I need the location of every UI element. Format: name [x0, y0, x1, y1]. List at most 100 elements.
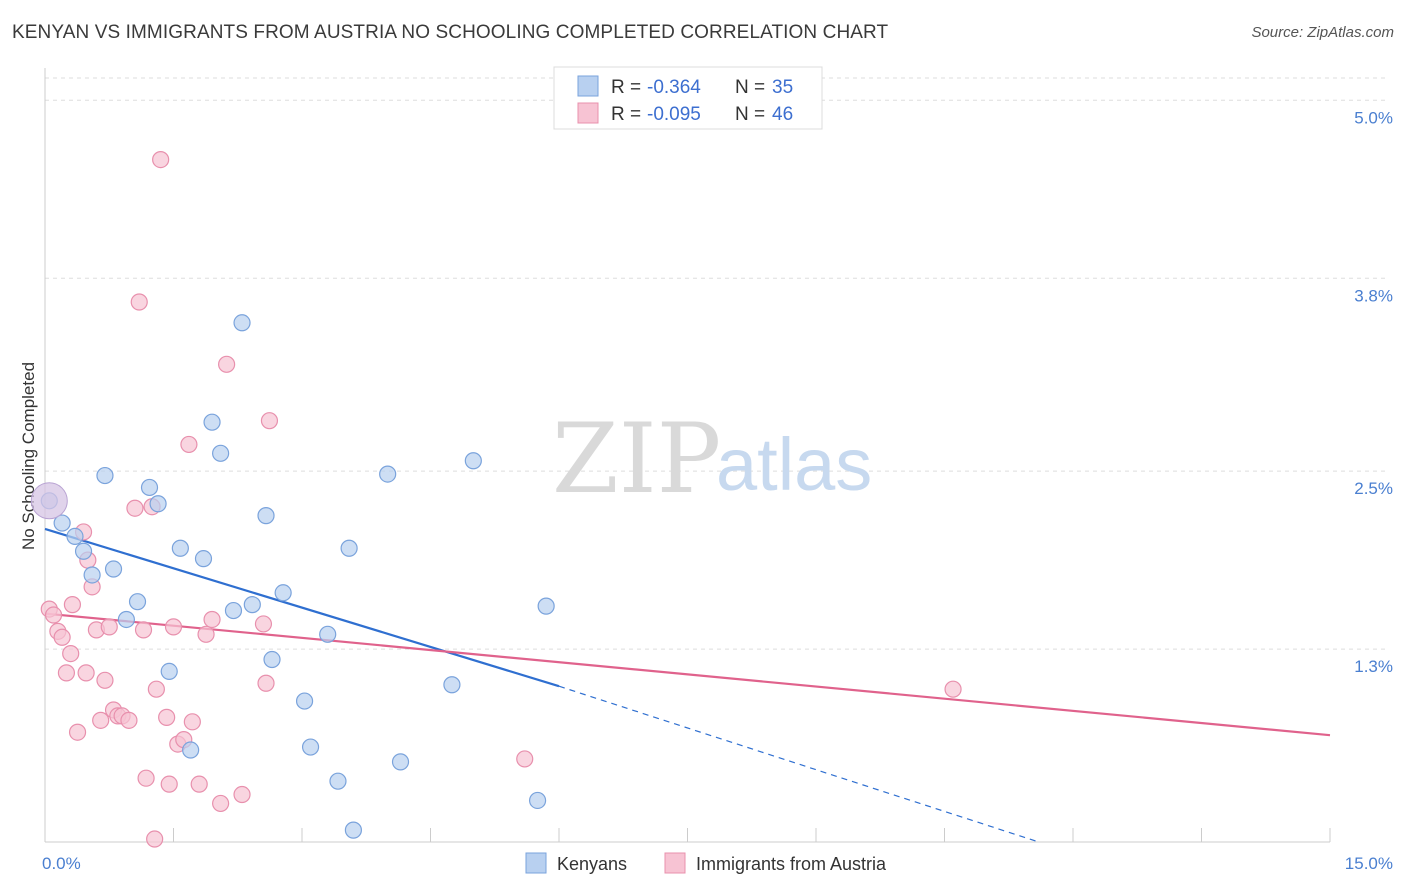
grid: [45, 77, 1385, 650]
x-tick-label-0: 0.0%: [42, 854, 81, 873]
point-kenyans-14: [194, 550, 213, 568]
point-austria-9: [77, 664, 95, 682]
point-kenyans-30: [391, 753, 410, 771]
y-tick-label-3: 5.0%: [1354, 108, 1393, 127]
point-kenyans-7: [117, 610, 135, 629]
point-kenyans-12: [171, 539, 189, 557]
legend-swatch-kenyans: [577, 75, 599, 97]
point-kenyans-16: [212, 444, 230, 462]
legend-n-value-austria: 46: [772, 104, 793, 125]
axes: [44, 68, 1331, 843]
watermark-atlas: atlas: [716, 423, 872, 506]
point-austria-13: [92, 711, 110, 729]
point-austria-3: [53, 628, 71, 646]
point-kenyans-29: [379, 465, 397, 483]
point-austria-25: [147, 680, 165, 698]
point-austria-23: [137, 769, 155, 787]
point-kenyans-27: [344, 821, 362, 839]
point-kenyans-28: [340, 539, 358, 557]
legend-bottom-swatch-kenyans: [525, 852, 547, 874]
legend-r-label-kenyans: R =: [611, 77, 641, 98]
point-austria-37: [212, 794, 230, 813]
x-tick-label-1: 15.0%: [1345, 854, 1393, 873]
point-austria-42: [260, 412, 279, 430]
legend-r-value-austria: -0.095: [647, 104, 701, 125]
point-kenyans-3: [74, 542, 93, 560]
point-austria-20: [126, 499, 144, 517]
legend-r-label-austria: R =: [611, 104, 641, 125]
point-austria-27: [158, 708, 176, 726]
point-kenyans-24: [301, 738, 320, 756]
legend-n-value-kenyans: 35: [772, 77, 793, 98]
point-austria-4: [57, 664, 76, 682]
point-austria-14: [96, 671, 114, 689]
legend-n-label-austria: N =: [735, 104, 765, 125]
point-austria-43: [516, 750, 534, 768]
point-kenyans-2: [66, 527, 84, 546]
point-kenyans-21: [263, 650, 281, 669]
watermark-zip: ZIP: [552, 403, 721, 515]
legend-bottom-label-kenyans: Kenyans: [557, 854, 627, 874]
point-kenyans-9: [140, 478, 159, 497]
point-kenyans-15: [203, 413, 221, 431]
point-cluster-large: [30, 482, 68, 520]
point-kenyans-33: [528, 791, 547, 810]
point-kenyans-31: [443, 676, 461, 694]
point-austria-21: [130, 293, 148, 311]
point-kenyans-1: [53, 514, 71, 532]
x-tick-labels: 0.0% 15.0%: [42, 854, 1393, 873]
point-kenyans-23: [295, 692, 314, 710]
point-austria-26: [152, 150, 170, 169]
legend-bottom-label-austria: Immigrants from Austria: [696, 854, 887, 874]
y-tick-label-1: 2.5%: [1354, 479, 1393, 498]
point-kenyans-4: [83, 566, 101, 584]
point-austria-22: [134, 621, 153, 639]
point-kenyans-18: [233, 314, 251, 332]
point-austria-7: [68, 723, 87, 741]
y-tick-label-2: 3.8%: [1354, 286, 1393, 305]
point-kenyans-19: [243, 596, 261, 614]
chart-title: KENYAN VS IMMIGRANTS FROM AUSTRIA NO SCH…: [12, 22, 889, 43]
point-austria-39: [233, 785, 251, 804]
point-austria-44: [944, 680, 962, 698]
point-austria-36: [203, 610, 221, 629]
trend-lines: [44, 527, 1331, 843]
point-kenyans-11: [160, 662, 178, 680]
source-credit: Source: ZipAtlas.com: [1251, 24, 1394, 41]
legend-r-value-kenyans: -0.364: [647, 77, 701, 98]
point-kenyans-34: [537, 597, 555, 615]
point-kenyans-25: [319, 625, 337, 643]
watermark: ZIP atlas: [552, 403, 872, 515]
legend-swatch-austria: [577, 102, 599, 124]
point-austria-33: [183, 713, 201, 731]
legend-bottom-swatch-austria: [664, 852, 686, 874]
point-austria-28: [160, 775, 178, 793]
point-austria-38: [218, 355, 236, 373]
point-austria-5: [62, 644, 80, 663]
point-kenyans-17: [224, 601, 243, 620]
point-austria-45: [146, 830, 164, 848]
point-austria-6: [63, 596, 82, 614]
point-kenyans-22: [274, 584, 292, 602]
trendline-austria: [44, 612, 1331, 737]
point-kenyans-26: [329, 772, 347, 790]
legend-bottom: Kenyans Immigrants from Austria: [525, 852, 887, 874]
legend-box: [553, 66, 823, 130]
point-kenyans-8: [128, 593, 147, 611]
point-austria-41: [257, 674, 275, 692]
point-kenyans-6: [104, 560, 123, 578]
point-kenyans-10: [149, 495, 167, 513]
point-austria-34: [190, 775, 208, 793]
data-points: [30, 150, 962, 848]
trendline-kenyans: [44, 527, 560, 688]
point-austria-35: [197, 625, 215, 643]
point-austria-19: [120, 711, 138, 729]
point-austria-40: [254, 615, 273, 633]
point-kenyans-32: [464, 452, 482, 470]
y-tick-label-0: 1.3%: [1354, 657, 1393, 676]
point-austria-15: [100, 618, 118, 636]
point-kenyans-5: [96, 466, 114, 485]
y-axis-label: No Schooling Completed: [19, 362, 38, 550]
point-austria-32: [180, 435, 198, 454]
